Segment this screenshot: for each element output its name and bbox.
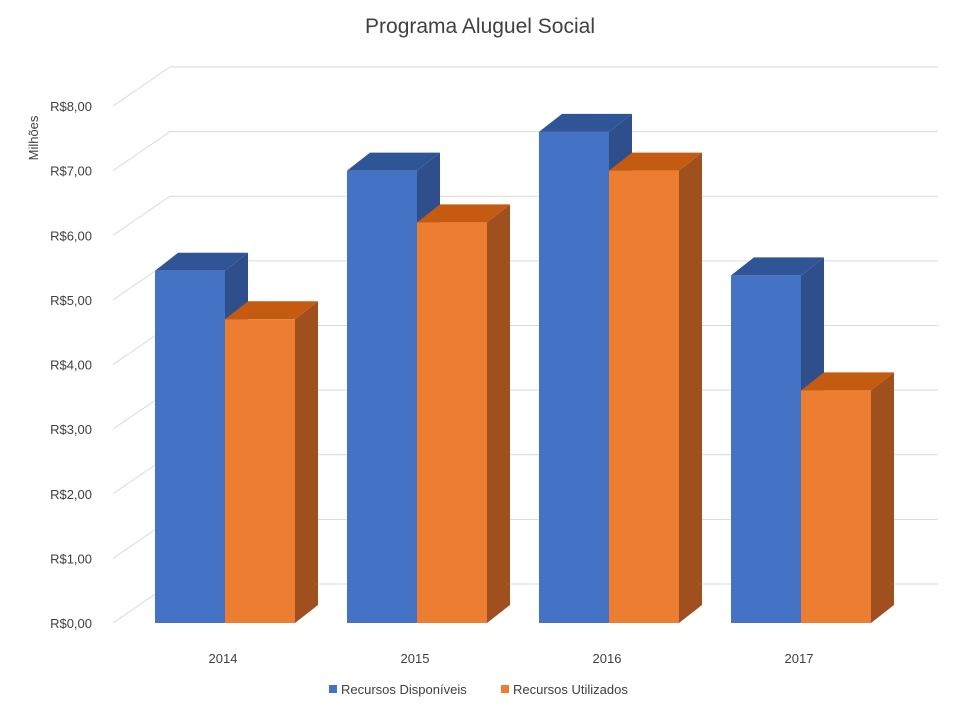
bar-side xyxy=(679,152,702,623)
bar-top xyxy=(539,113,632,132)
y-tick-label: R$7,00 xyxy=(50,164,92,179)
y-tick-label: R$2,00 xyxy=(50,487,92,502)
y-tick-label: R$3,00 xyxy=(50,422,92,437)
gridline xyxy=(112,131,938,172)
bar-front xyxy=(609,170,679,623)
bar-side xyxy=(487,204,510,623)
y-axis-ticks: R$0,00 R$1,00 R$2,00 R$3,00 R$4,00 R$5,00 R$6,… xyxy=(50,99,92,631)
bar-top xyxy=(155,252,248,271)
bar-top xyxy=(347,152,440,171)
chart-title: Programa Aluguel Social xyxy=(365,15,595,38)
bar xyxy=(417,204,510,623)
bar-front xyxy=(539,131,609,623)
y-tick-label: R$4,00 xyxy=(50,358,92,373)
legend-label: Recursos Disponíveis xyxy=(341,682,467,697)
x-tick-label: 2016 xyxy=(593,651,622,666)
gridline xyxy=(112,195,938,236)
y-axis-label: Milhões xyxy=(26,115,41,160)
bar-front xyxy=(225,319,295,623)
bar-top xyxy=(731,257,824,276)
bar-front xyxy=(417,222,487,623)
y-tick-label: R$5,00 xyxy=(50,293,92,308)
y-tick-label: R$8,00 xyxy=(50,99,92,114)
gridline xyxy=(112,66,938,107)
bar-side xyxy=(295,301,318,623)
x-tick-label: 2014 xyxy=(209,651,238,666)
y-tick-label: R$6,00 xyxy=(50,228,92,243)
bar xyxy=(609,152,702,623)
legend-item: Recursos Utilizados xyxy=(501,682,628,697)
bar xyxy=(731,257,824,623)
bar xyxy=(225,301,318,623)
bar xyxy=(801,372,894,623)
bar-top xyxy=(801,372,894,391)
bar-side xyxy=(871,372,894,623)
bar-top xyxy=(417,204,510,223)
x-tick-label: 2015 xyxy=(401,651,430,666)
legend-label: Recursos Utilizados xyxy=(513,682,628,697)
x-tick-label: 2017 xyxy=(785,651,814,666)
legend-swatch xyxy=(329,685,337,693)
x-axis-ticks: 2014 2015 2016 2017 xyxy=(209,651,814,666)
bar-top xyxy=(609,152,702,171)
bar-front xyxy=(801,390,871,623)
legend-item: Recursos Disponíveis xyxy=(329,682,467,697)
y-tick-label: R$0,00 xyxy=(50,616,92,631)
legend: Recursos Disponíveis Recursos Utilizados xyxy=(329,682,628,697)
y-tick-label: R$1,00 xyxy=(50,551,92,566)
bar-top xyxy=(225,301,318,320)
bar-front xyxy=(731,275,801,623)
bars xyxy=(155,113,894,623)
bar-front xyxy=(347,170,417,623)
bar-front xyxy=(155,270,225,623)
legend-swatch xyxy=(501,685,509,693)
